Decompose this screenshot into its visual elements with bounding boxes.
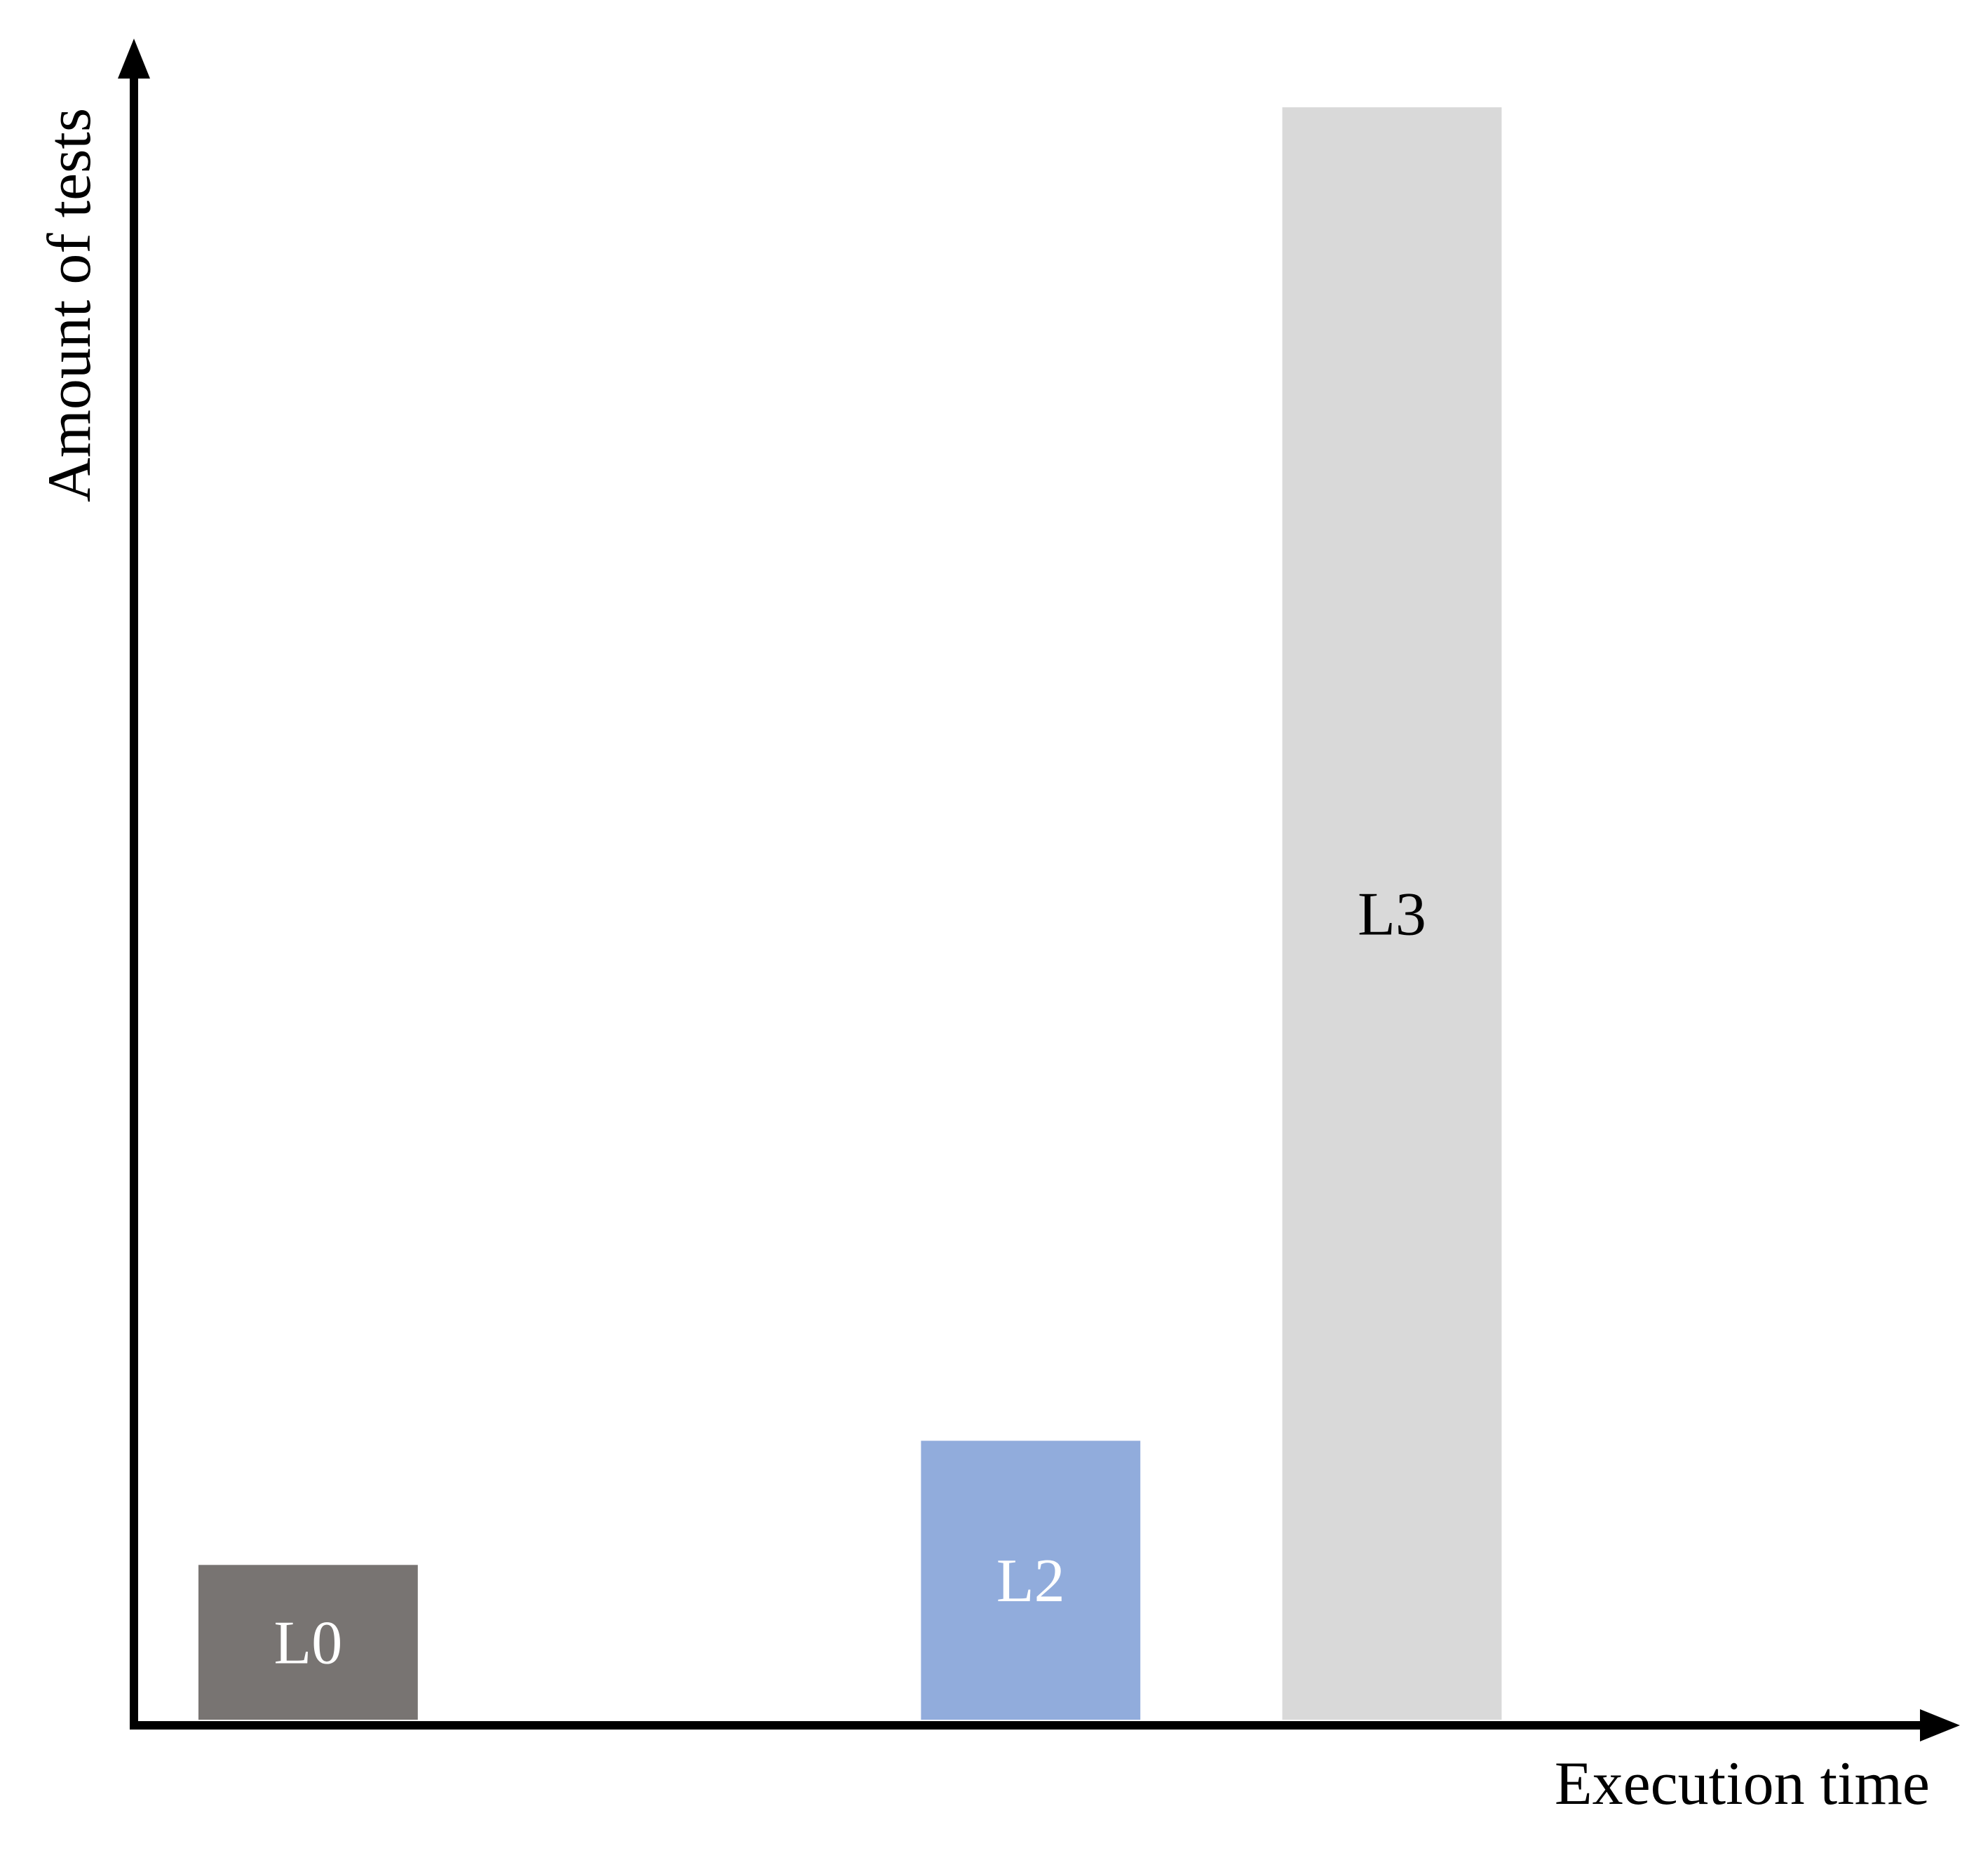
y-axis-label: Amount of tests bbox=[36, 108, 104, 502]
bar-label-l0: L0 bbox=[274, 1610, 343, 1678]
bar-l3 bbox=[1282, 107, 1502, 1720]
bar-labels-layer: L0 L2 L3 bbox=[274, 881, 1426, 1678]
bar-l0 bbox=[198, 1565, 418, 1720]
bar-label-l3: L3 bbox=[1358, 881, 1426, 949]
x-axis-label: Execution time bbox=[1555, 1750, 1930, 1818]
bars-layer bbox=[198, 107, 1502, 1720]
bar-l2 bbox=[921, 1441, 1141, 1720]
x-axis-arrow bbox=[1920, 1709, 1960, 1741]
y-axis-arrow bbox=[118, 39, 150, 79]
bar-label-l2: L2 bbox=[996, 1547, 1065, 1615]
